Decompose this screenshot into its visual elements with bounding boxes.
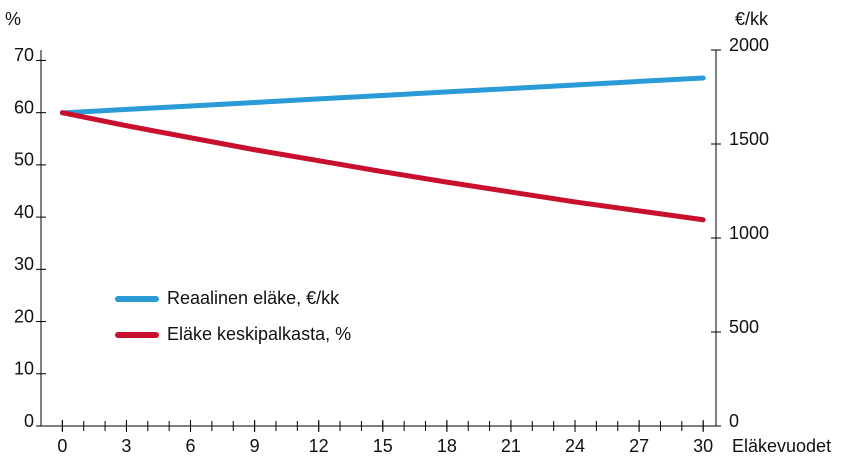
y2-tick-label: 500 xyxy=(729,317,759,337)
y-tick-label: 50 xyxy=(14,150,34,170)
x-tick-label: 21 xyxy=(501,436,521,456)
x-tick-label: 12 xyxy=(309,436,329,456)
y-tick-label: 20 xyxy=(14,306,34,326)
y-tick-label: 30 xyxy=(14,254,34,274)
x-tick-label: 3 xyxy=(121,436,131,456)
y-tick-label: 10 xyxy=(14,359,34,379)
y2-tick-label: 0 xyxy=(729,411,739,431)
x-tick-label: 24 xyxy=(565,436,585,456)
x-axis-label: Eläkevuodet xyxy=(732,436,831,456)
series-line xyxy=(59,75,706,116)
y-tick-label: 70 xyxy=(14,45,34,65)
x-tick-label: 0 xyxy=(57,436,67,456)
x-tick-label: 15 xyxy=(373,436,393,456)
x-tick-label: 27 xyxy=(629,436,649,456)
series-line xyxy=(59,110,706,223)
y-tick-label: 40 xyxy=(14,202,34,222)
y-unit: % xyxy=(5,9,21,29)
x-tick-label: 6 xyxy=(186,436,196,456)
x-tick-label: 18 xyxy=(437,436,457,456)
legend-label: Eläke keskipalkasta, % xyxy=(167,324,351,344)
y2-unit: €/kk xyxy=(735,9,769,29)
y2-tick-label: 1500 xyxy=(729,129,769,149)
legend-label: Reaalinen eläke, €/kk xyxy=(167,288,340,308)
y-tick-label: 0 xyxy=(24,411,34,431)
x-tick-label: 30 xyxy=(693,436,713,456)
y2-tick-label: 2000 xyxy=(729,35,769,55)
y-tick-label: 60 xyxy=(14,97,34,117)
y2-tick-label: 1000 xyxy=(729,223,769,243)
x-tick-label: 9 xyxy=(250,436,260,456)
